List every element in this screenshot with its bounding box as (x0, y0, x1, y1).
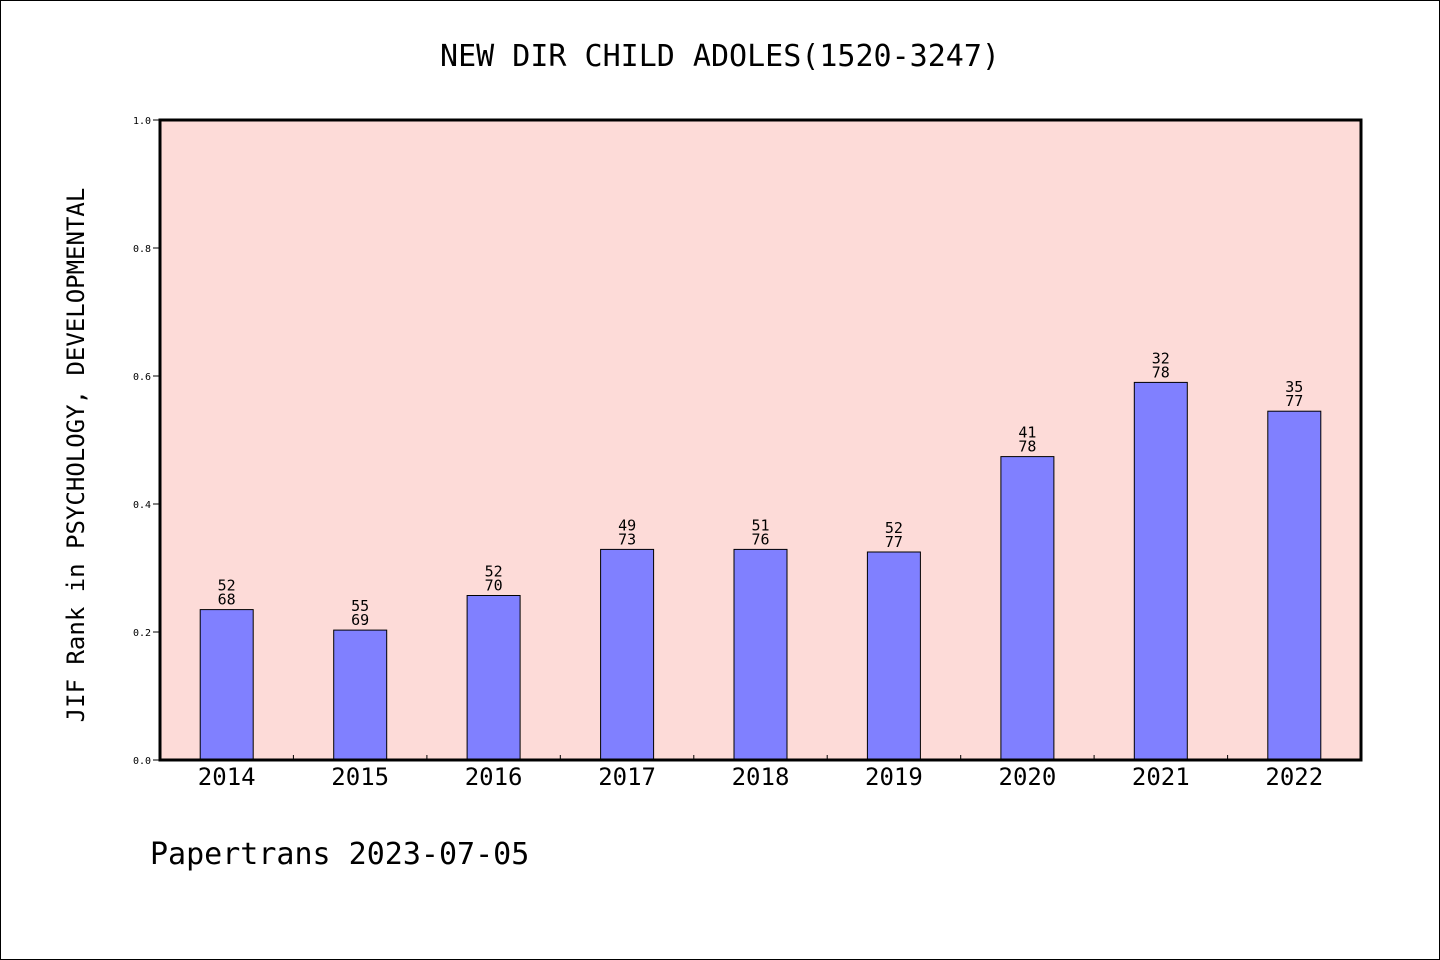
bar-rank-label: 35 (1285, 378, 1303, 396)
bar-rank-label: 55 (351, 597, 369, 615)
plot-border (158, 118, 1363, 762)
bar-rank-label: 52 (485, 563, 503, 581)
bar-2015 (333, 629, 388, 761)
bar-total-label: 69 (351, 611, 369, 629)
bar-rank-label: 52 (218, 577, 236, 595)
x-tick-label: 2016 (465, 763, 523, 791)
x-tick-label: 2018 (732, 763, 790, 791)
y-tick-label: 0.6 (133, 372, 151, 383)
y-tick-label: 1.0 (133, 116, 151, 127)
x-tick-label: 2015 (331, 763, 389, 791)
bar-total-label: 78 (1018, 438, 1036, 456)
bar-rank-label: 51 (751, 516, 769, 534)
bar-2017 (600, 548, 655, 761)
bar-2018 (733, 548, 788, 761)
y-axis-label: JIF Rank in PSYCHOLOGY, DEVELOPMENTAL (62, 188, 90, 723)
bar-rank-label: 41 (1018, 424, 1036, 442)
bar-2014 (199, 609, 254, 761)
bar-2016 (466, 595, 521, 761)
bar-2022 (1267, 410, 1322, 761)
y-tick-label: 0.2 (133, 628, 151, 639)
bar-rank-label: 52 (885, 519, 903, 537)
x-tick-label: 2017 (598, 763, 656, 791)
bar-rank-label: 49 (618, 516, 636, 534)
x-tick-label: 2021 (1132, 763, 1190, 791)
footer-text: Papertrans 2023-07-05 (150, 837, 529, 872)
bar-total-label: 77 (1285, 392, 1303, 410)
bar-2020 (1000, 456, 1055, 761)
y-tick-label: 0.8 (133, 244, 151, 255)
bar-2021 (1133, 381, 1188, 761)
bar-rank-label: 32 (1152, 349, 1170, 367)
y-tick-label: 0.4 (133, 500, 151, 511)
x-tick-label: 2022 (1265, 763, 1323, 791)
bar-2019 (866, 551, 921, 761)
bar-total-label: 68 (218, 591, 236, 609)
x-tick-label: 2014 (198, 763, 256, 791)
x-tick-label: 2020 (999, 763, 1057, 791)
ticks-layer: 2014 2015 2016 2017 2018 2019 2020 2021 2022 0.0 0… (133, 116, 1323, 791)
bar-total-label: 76 (751, 530, 769, 548)
chart-title: NEW DIR CHILD ADOLES(1520-3247) (440, 39, 1000, 74)
y-tick-label: 0.0 (133, 756, 151, 767)
bar-total-label: 73 (618, 530, 636, 548)
bar-total-label: 78 (1152, 363, 1170, 381)
bar-total-label: 70 (485, 577, 503, 595)
bar-total-label: 77 (885, 533, 903, 551)
x-tick-label: 2019 (865, 763, 923, 791)
